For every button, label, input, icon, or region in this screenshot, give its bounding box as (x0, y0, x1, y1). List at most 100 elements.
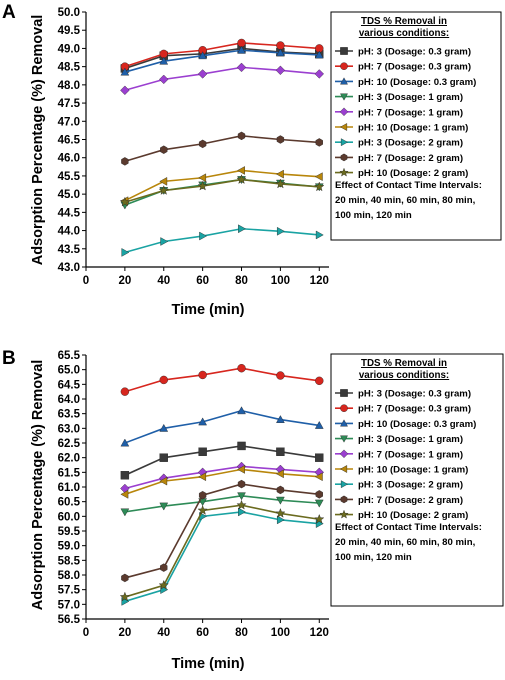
data-point (237, 131, 246, 141)
data-point (276, 447, 285, 456)
y-tick-label: 45.5 (58, 171, 81, 183)
legend-entry: pH: 7 (Dosage: 0.3 gram) (358, 404, 471, 415)
y-tick-label: 65.0 (58, 365, 80, 377)
series-line (124, 49, 320, 73)
legend-entry: pH: 3 (Dosage: 2 gram) (358, 138, 463, 149)
legend-marker (340, 153, 348, 162)
y-tick-label: 64.0 (58, 394, 80, 406)
data-point (121, 573, 129, 583)
data-point (119, 196, 130, 207)
series-1 (120, 441, 324, 480)
legend-note: 20 min, 40 min, 60 min, 80 min, (335, 537, 476, 548)
data-point (198, 472, 207, 482)
y-tick-label: 59.5 (58, 526, 81, 538)
legend-marker (340, 480, 349, 489)
series-3 (120, 45, 324, 76)
y-tick-label: 63.5 (58, 409, 81, 421)
data-point (276, 485, 285, 495)
data-point (159, 74, 169, 85)
data-point (198, 51, 207, 60)
legend-marker (340, 77, 348, 85)
data-point (314, 172, 323, 181)
data-point (237, 465, 245, 474)
data-point (197, 505, 208, 515)
data-point (197, 69, 208, 79)
data-point (120, 85, 130, 96)
data-point (314, 513, 325, 524)
legend-entry: pH: 10 (Dosage: 1 gram) (358, 465, 468, 476)
y-tick-label: 44.0 (58, 226, 80, 238)
y-tick-label: 63.0 (58, 423, 80, 435)
y-tick-label: 57.0 (58, 599, 80, 611)
legend-marker (339, 107, 349, 117)
data-point (275, 469, 284, 479)
legend-entry: pH: 7 (Dosage: 0.3 gram) (358, 62, 471, 73)
series-line (124, 169, 320, 202)
data-point (275, 169, 284, 179)
data-point (236, 174, 247, 184)
data-point (277, 226, 285, 236)
data-point (120, 489, 129, 499)
data-point (237, 364, 246, 373)
data-point (238, 224, 246, 234)
x-tick-label: 60 (196, 627, 209, 639)
y-tick-label: 62.0 (58, 453, 80, 465)
y-tick-label: 45.0 (58, 189, 80, 201)
data-point (237, 479, 246, 489)
data-point (198, 139, 207, 149)
data-point (314, 181, 325, 192)
legend-marker (340, 389, 348, 397)
legend-box (330, 11, 502, 241)
series-4 (120, 492, 324, 517)
series-7 (121, 507, 324, 606)
y-tick-label: 46.5 (58, 135, 81, 147)
legend-marker (340, 47, 348, 55)
y-tick-label: 60.5 (58, 497, 81, 509)
data-point (159, 375, 168, 385)
data-point (120, 387, 130, 396)
panel-letter: A (2, 2, 16, 23)
data-point (160, 237, 169, 246)
data-point (236, 499, 247, 510)
legend-marker (340, 62, 348, 70)
y-tick-label: 50.0 (58, 7, 80, 19)
series-line (124, 135, 320, 163)
series-5 (120, 461, 324, 494)
data-point (159, 177, 168, 186)
legend-marker (339, 465, 348, 473)
data-point (159, 423, 169, 432)
legend-title: TDS % Removal in (361, 16, 447, 27)
legend-note: Effect of Contact Time Intervals: (335, 522, 482, 533)
series-8 (121, 131, 323, 166)
series-2 (120, 364, 324, 396)
data-point (237, 38, 246, 48)
y-tick-label: 58.5 (58, 555, 81, 567)
series-line (124, 47, 320, 70)
data-point (237, 441, 246, 451)
y-axis-title: Adsorption Percentage (%) Removal (30, 15, 46, 266)
series-line (124, 66, 320, 92)
y-axis-title: Adsorption Percentage (%) Removal (30, 360, 46, 611)
series-5 (120, 62, 324, 96)
data-point (275, 65, 286, 75)
data-point (237, 406, 246, 415)
series-4 (120, 176, 324, 210)
x-axis-title: Time (min) (171, 656, 244, 672)
legend-marker (339, 509, 349, 519)
legend-note: 100 min, 120 min (335, 210, 412, 221)
data-point (276, 371, 285, 380)
data-point (276, 415, 285, 423)
y-tick-label: 49.5 (58, 25, 81, 37)
legend-note: Effect of Contact Time Intervals: (335, 180, 482, 191)
x-tick-label: 20 (118, 627, 131, 639)
data-point (314, 472, 323, 482)
y-tick-label: 49.0 (58, 43, 80, 55)
series-line (124, 465, 320, 490)
y-tick-label: 46.0 (58, 153, 80, 165)
data-point (120, 471, 130, 480)
legend-marker (339, 449, 349, 459)
chart-panel-b: B 56.5 57.0 57.5 58.0 58.5 59.0 59.5 60.0 60.5 61.… (2, 348, 504, 672)
